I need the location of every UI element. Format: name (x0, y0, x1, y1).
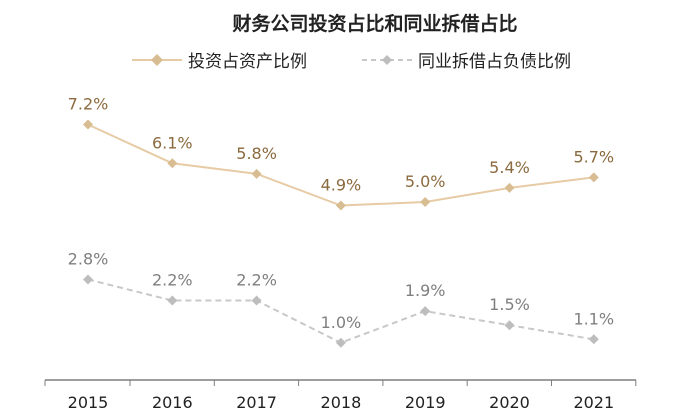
legend-marker-interbank (382, 55, 392, 65)
data-label: 1.1% (573, 309, 614, 328)
x-tick-label: 2017 (236, 393, 277, 412)
data-point-marker (420, 306, 431, 317)
data-label: 1.9% (405, 281, 446, 300)
data-label: 1.0% (321, 313, 362, 332)
data-label: 6.1% (152, 133, 193, 152)
data-label: 2.2% (236, 271, 277, 290)
data-label: 2.8% (68, 249, 109, 268)
data-label: 5.7% (573, 147, 614, 166)
data-point-marker (251, 295, 262, 306)
data-point-marker (335, 200, 346, 211)
chart-title: 财务公司投资占比和同业拆借占比 (232, 12, 517, 35)
data-point-marker (83, 119, 93, 130)
x-tick-label: 2016 (152, 393, 193, 412)
data-point-marker (588, 334, 599, 345)
data-point-marker (588, 172, 599, 183)
data-label: 7.2% (68, 95, 109, 114)
legend-marker-investment (151, 54, 163, 66)
x-tick-label: 2019 (405, 393, 446, 412)
legend: 投资占资产比例 同业拆借占负债比例 (132, 52, 571, 72)
data-label: 1.5% (489, 295, 530, 314)
data-point-marker (167, 158, 178, 169)
data-point-marker (335, 337, 346, 348)
data-point-marker (504, 320, 515, 331)
x-tick-label: 2021 (573, 393, 614, 412)
data-label: 5.0% (405, 172, 446, 191)
legend-label-investment: 投资占资产比例 (188, 52, 307, 72)
x-tick-label: 2015 (68, 393, 109, 412)
data-point-marker (83, 274, 93, 285)
data-point-marker (504, 182, 515, 193)
data-label: 4.9% (321, 176, 362, 195)
data-point-marker (420, 197, 431, 207)
data-label: 2.2% (152, 271, 193, 290)
data-point-marker (167, 295, 178, 306)
x-tick-label: 2018 (321, 393, 362, 412)
x-tick-label: 2020 (489, 393, 530, 412)
data-label: 5.4% (489, 158, 530, 177)
data-point-marker (251, 168, 262, 179)
data-label: 5.8% (236, 144, 277, 163)
legend-label-interbank: 同业拆借占负债比例 (418, 52, 571, 72)
